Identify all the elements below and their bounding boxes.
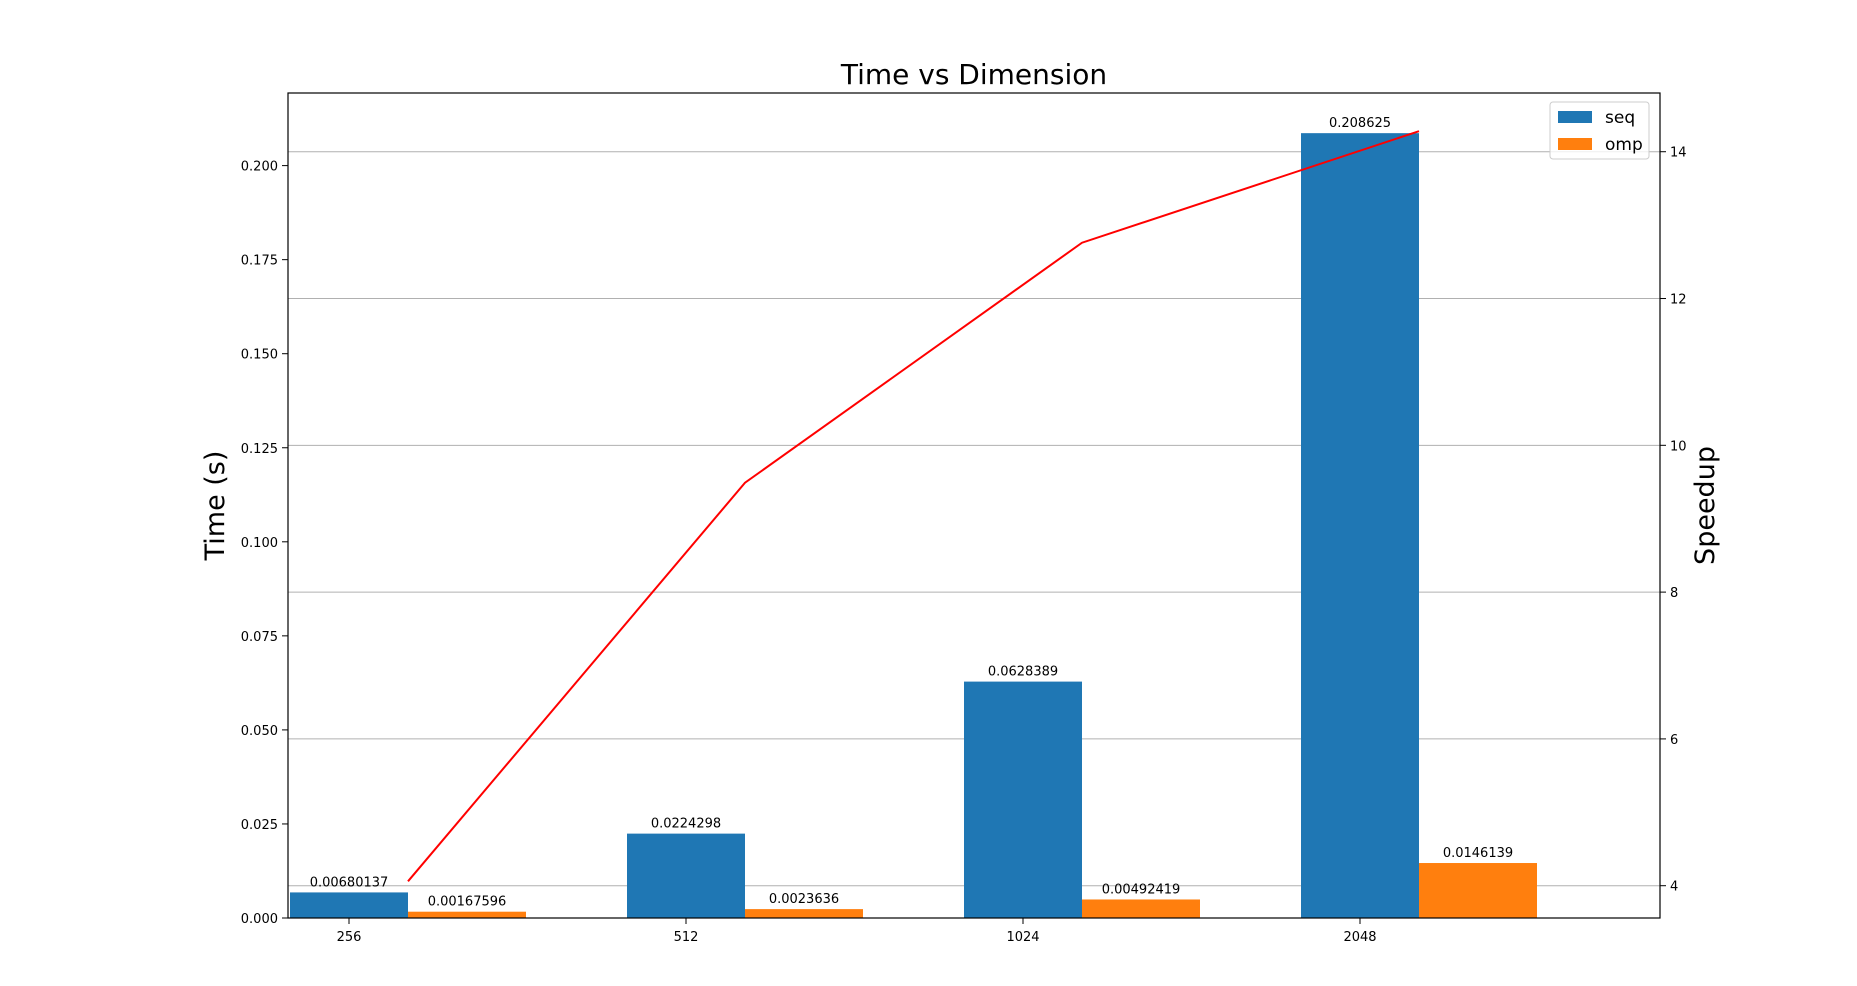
data-label: 0.00167596 bbox=[428, 895, 507, 910]
bar-seq-1024 bbox=[964, 681, 1082, 918]
y-axis-left: 0.000 0.025 0.050 0.075 0.100 0.125 0.150 0.175… bbox=[241, 160, 288, 927]
y2-tick-label: 6 bbox=[1670, 733, 1678, 748]
bar-omp-512 bbox=[745, 909, 863, 918]
y-tick-label: 0.100 bbox=[241, 536, 278, 551]
plot-frame bbox=[287, 92, 1661, 919]
y2-tick-label: 12 bbox=[1670, 293, 1687, 308]
data-label: 0.0023636 bbox=[769, 892, 839, 907]
data-label: 0.0628389 bbox=[988, 665, 1058, 680]
x-tick-label: 1024 bbox=[1006, 930, 1039, 945]
y-tick-label: 0.025 bbox=[241, 818, 278, 833]
y-tick-label: 0.125 bbox=[241, 442, 278, 457]
legend-label-seq: seq bbox=[1605, 108, 1635, 128]
bar-seq-512 bbox=[627, 833, 745, 918]
bar-omp-256 bbox=[408, 911, 526, 918]
bars bbox=[290, 133, 1537, 918]
speedup-line bbox=[407, 130, 1420, 882]
data-label: 0.208625 bbox=[1329, 116, 1391, 131]
x-tick-label: 512 bbox=[674, 930, 699, 945]
bar-omp-1024 bbox=[1082, 899, 1200, 918]
y2-tick-label: 8 bbox=[1670, 586, 1678, 601]
speedup-line-group bbox=[407, 130, 1420, 882]
data-label: 0.0146139 bbox=[1443, 846, 1513, 861]
y-tick-label: 0.150 bbox=[241, 348, 278, 363]
y-tick-label: 0.075 bbox=[241, 630, 278, 645]
y-axis-title: Time (s) bbox=[200, 451, 231, 562]
y2-axis-title: Speedup bbox=[1690, 446, 1721, 565]
legend-swatch-seq bbox=[1558, 111, 1592, 123]
x-axis: 256 512 1024 2048 bbox=[337, 918, 1377, 945]
data-label: 0.0224298 bbox=[651, 817, 721, 832]
bar-omp-2048 bbox=[1419, 863, 1537, 918]
bar-seq-2048 bbox=[1301, 133, 1419, 918]
chart-title: Time vs Dimension bbox=[840, 58, 1107, 91]
data-label: 0.00680137 bbox=[310, 875, 389, 890]
data-label: 0.00492419 bbox=[1102, 882, 1181, 897]
legend-swatch-omp bbox=[1558, 138, 1592, 150]
legend: seq omp bbox=[1549, 101, 1650, 160]
legend-label-omp: omp bbox=[1605, 135, 1643, 155]
y-tick-label: 0.175 bbox=[241, 254, 278, 269]
y-tick-label: 0.200 bbox=[241, 160, 278, 175]
data-labels: 0.00680137 0.0224298 0.0628389 0.208625 0.00… bbox=[310, 116, 1513, 910]
x-tick-label: 256 bbox=[337, 930, 362, 945]
y2-tick-label: 4 bbox=[1670, 880, 1678, 895]
bar-seq-256 bbox=[290, 892, 408, 918]
y-tick-label: 0.050 bbox=[241, 724, 278, 739]
y-axis-right: 4 6 8 10 12 14 bbox=[1660, 146, 1687, 895]
x-tick-label: 2048 bbox=[1343, 930, 1376, 945]
y2-tick-label: 14 bbox=[1670, 146, 1687, 161]
y2-tick-label: 10 bbox=[1670, 439, 1687, 454]
y-tick-label: 0.000 bbox=[241, 912, 278, 927]
